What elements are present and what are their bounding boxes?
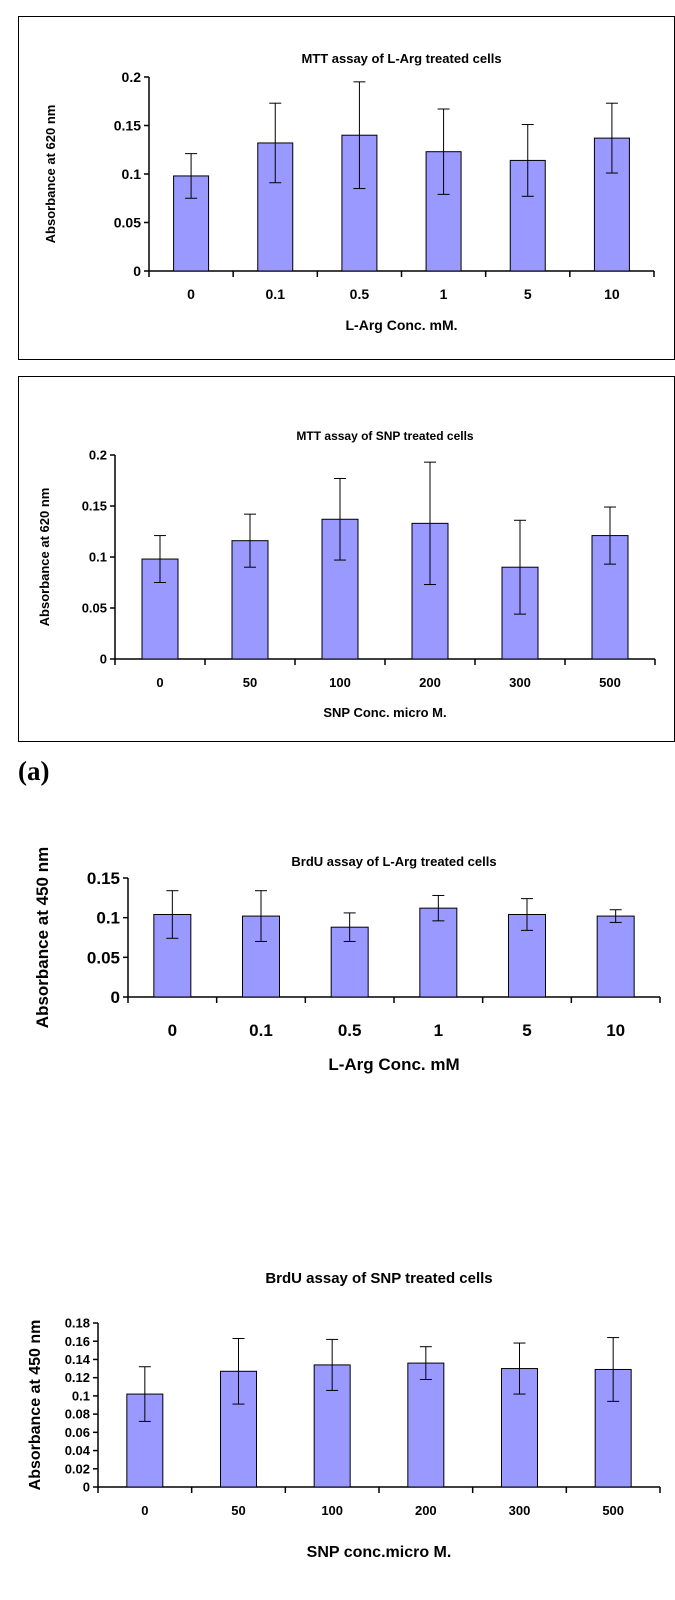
x-tick-label: 100 bbox=[321, 1503, 343, 1518]
y-tick-label: 0.16 bbox=[65, 1334, 90, 1349]
panel-label: (a) bbox=[18, 756, 50, 786]
y-tick-label: 0.08 bbox=[65, 1407, 90, 1422]
x-tick-label: 0.5 bbox=[350, 286, 370, 302]
x-tick-label: 10 bbox=[604, 286, 620, 302]
y-tick-label: 0.14 bbox=[65, 1352, 91, 1367]
y-tick-label: 0 bbox=[100, 652, 107, 667]
chart-brdu-snp: BrdU assay of SNP treated cells 0 0.02 0.04… bbox=[18, 1255, 675, 1595]
x-tick-label: 50 bbox=[231, 1503, 245, 1518]
y-axis-label: Absorbance at 620 nm bbox=[37, 488, 52, 627]
x-tick-label: 300 bbox=[509, 675, 531, 690]
x-axis-label: SNP conc.micro M. bbox=[307, 1544, 452, 1561]
x-tick-label: 1 bbox=[440, 286, 448, 302]
y-tick-label: 0.1 bbox=[96, 909, 120, 928]
x-tick-label: 5 bbox=[522, 1021, 531, 1040]
chart-title: MTT assay of L-Arg treated cells bbox=[301, 51, 501, 66]
chart-title: MTT assay of SNP treated cells bbox=[296, 429, 474, 443]
x-tick-label: 100 bbox=[329, 675, 351, 690]
y-tick-label: 0.1 bbox=[72, 1388, 90, 1403]
y-tick-label: 0.05 bbox=[82, 601, 107, 616]
y-tick-label: 0.05 bbox=[114, 214, 141, 230]
x-tick-label: 500 bbox=[599, 675, 621, 690]
y-tick-label: 0.15 bbox=[87, 869, 120, 888]
chart-title: BrdU assay of SNP treated cells bbox=[265, 1270, 492, 1287]
chart-brdu-larg-svg: BrdU assay of L-Arg treated cells 0 0.05 0.… bbox=[33, 847, 661, 1074]
x-tick-label: 0.1 bbox=[249, 1021, 273, 1040]
x-axis-label: L-Arg Conc. mM bbox=[328, 1055, 459, 1074]
chart-mtt-snp-svg: MTT assay of SNP treated cells 0 0.05 0.1 0.… bbox=[37, 429, 656, 720]
bar bbox=[407, 1362, 445, 1488]
chart-mtt-snp: MTT assay of SNP treated cells 0 0.05 0.1 0.… bbox=[18, 376, 675, 742]
x-tick-label: 10 bbox=[606, 1021, 625, 1040]
x-tick-label: 200 bbox=[419, 675, 441, 690]
x-axis-label: L-Arg Conc. mM. bbox=[346, 317, 458, 333]
bar bbox=[596, 915, 635, 998]
x-tick-label: 0 bbox=[168, 1021, 177, 1040]
y-tick-label: 0.06 bbox=[65, 1425, 90, 1440]
y-tick-label: 0.2 bbox=[89, 448, 107, 463]
x-tick-label: 0.5 bbox=[338, 1021, 362, 1040]
y-tick-label: 0.2 bbox=[122, 69, 142, 85]
y-tick-label: 0 bbox=[133, 263, 141, 279]
y-axis-label: Absorbance at 620 nm bbox=[43, 105, 58, 244]
chart-brdu-snp-svg: BrdU assay of SNP treated cells 0 0.02 0.04… bbox=[27, 1270, 661, 1561]
y-tick-label: 0.15 bbox=[82, 499, 107, 514]
y-tick-label: 0 bbox=[111, 988, 120, 1007]
chart-brdu-larg: BrdU assay of L-Arg treated cells 0 0.05 0.… bbox=[18, 840, 675, 1220]
y-tick-label: 0.1 bbox=[122, 166, 142, 182]
x-axis-label: SNP Conc. micro M. bbox=[323, 705, 446, 720]
x-tick-label: 0 bbox=[141, 1503, 148, 1518]
y-tick-label: 0.04 bbox=[65, 1443, 91, 1458]
y-axis-label: Absorbance at 450 nm bbox=[33, 847, 52, 1028]
y-tick-label: 0.05 bbox=[87, 948, 120, 967]
y-tick-label: 0.15 bbox=[114, 117, 141, 133]
chart-mtt-larg-svg: MTT assay of L-Arg treated cells 0 0.05 0.1… bbox=[43, 51, 655, 333]
y-tick-label: 0.1 bbox=[89, 550, 107, 565]
x-tick-label: 0 bbox=[156, 675, 163, 690]
chart-title: BrdU assay of L-Arg treated cells bbox=[291, 854, 496, 869]
y-tick-label: 0.02 bbox=[65, 1461, 90, 1476]
chart-mtt-larg: MTT assay of L-Arg treated cells 0 0.05 0.1… bbox=[18, 16, 675, 360]
x-tick-label: 0.1 bbox=[266, 286, 286, 302]
x-tick-label: 5 bbox=[524, 286, 532, 302]
x-tick-label: 1 bbox=[434, 1021, 443, 1040]
y-axis-label: Absorbance at 450 nm bbox=[27, 1320, 44, 1491]
x-tick-label: 200 bbox=[415, 1503, 437, 1518]
x-tick-label: 50 bbox=[243, 675, 257, 690]
x-tick-label: 500 bbox=[602, 1503, 624, 1518]
y-tick-label: 0 bbox=[83, 1480, 90, 1495]
x-tick-label: 0 bbox=[187, 286, 195, 302]
y-tick-label: 0.12 bbox=[65, 1370, 90, 1385]
bar bbox=[419, 907, 458, 998]
y-tick-label: 0.18 bbox=[65, 1316, 90, 1331]
x-tick-label: 300 bbox=[509, 1503, 531, 1518]
